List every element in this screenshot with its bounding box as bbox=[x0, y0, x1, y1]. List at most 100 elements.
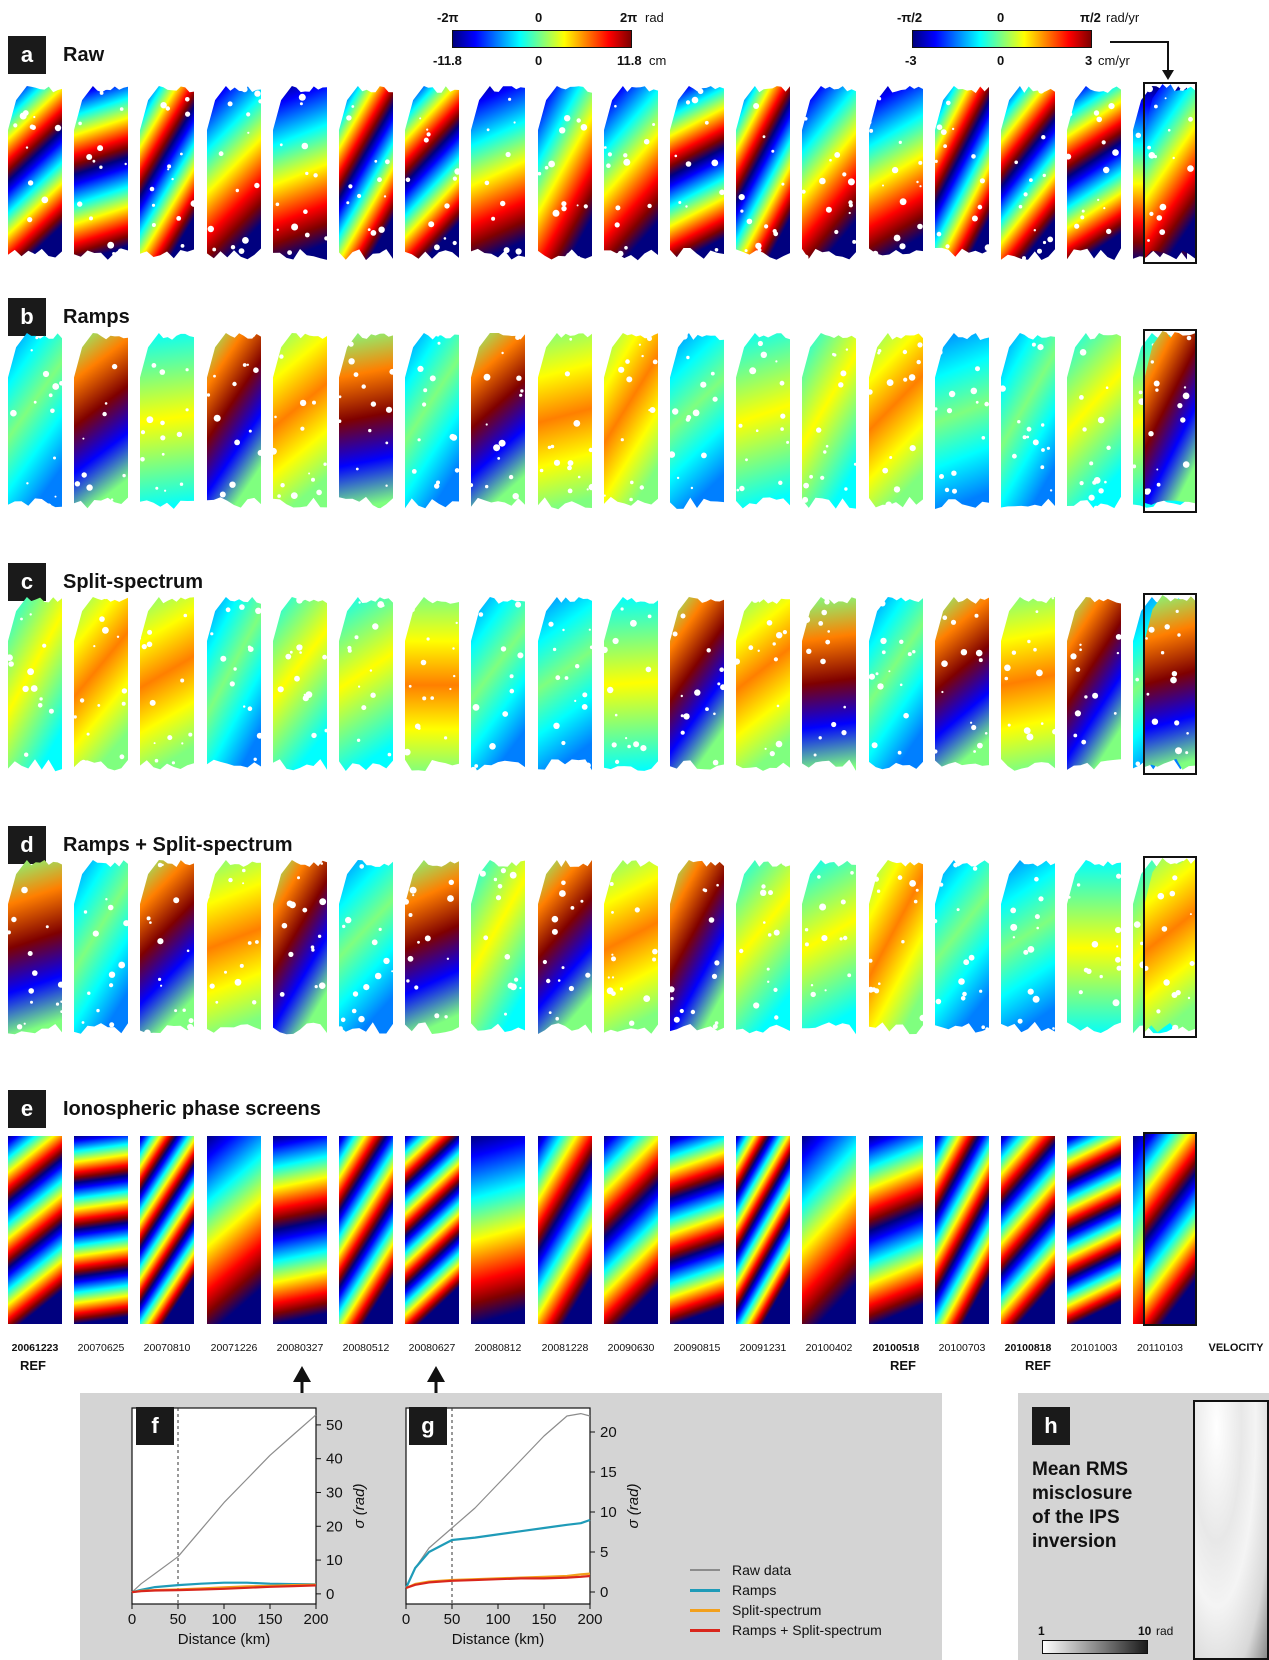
interferogram-e-9 bbox=[538, 1136, 592, 1329]
interferogram-d-4 bbox=[204, 860, 261, 1041]
interferogram-c-16 bbox=[1001, 597, 1058, 778]
interferogram-c-3 bbox=[138, 597, 194, 778]
phase-colorbar-gradient bbox=[452, 30, 632, 48]
y-axis-label: σ (rad) bbox=[351, 1484, 368, 1529]
interferogram-e-1 bbox=[8, 1136, 62, 1329]
series-line-4 bbox=[131, 1584, 317, 1594]
panel-c-title: Split-spectrum bbox=[63, 571, 204, 593]
h-scale-unit: rad bbox=[1156, 1624, 1174, 1638]
interferogram-b-16 bbox=[999, 333, 1055, 516]
phase-cbar-top-left: -2π bbox=[437, 10, 459, 25]
interferogram-d-2 bbox=[74, 859, 130, 1041]
interferogram-e-8 bbox=[471, 1136, 525, 1329]
interferogram-c-13 bbox=[802, 597, 856, 778]
date-label-15: 20100703 bbox=[938, 1342, 986, 1354]
date-label-17: 20101003 bbox=[1070, 1342, 1118, 1354]
interferogram-b-10 bbox=[603, 333, 658, 516]
phase-cbar-top-mid: 0 bbox=[535, 10, 543, 25]
interferogram-d-3 bbox=[140, 860, 194, 1041]
date-label-11: 20090815 bbox=[673, 1342, 721, 1354]
date-label-6: 20080512 bbox=[342, 1342, 390, 1354]
date-label-7: 20080627 bbox=[408, 1342, 456, 1354]
date-label-8: 20080812 bbox=[474, 1342, 522, 1354]
interferogram-d-6 bbox=[338, 860, 394, 1041]
phase-cbar-bottom-right: 11.8 bbox=[617, 53, 642, 68]
series-line-1 bbox=[405, 1413, 591, 1589]
phase-cbar-bottom-mid: 0 bbox=[535, 53, 543, 68]
interferogram-d-8 bbox=[471, 860, 525, 1041]
velocity-map-row-b bbox=[1143, 329, 1197, 513]
interferogram-a-3 bbox=[140, 86, 198, 267]
interferogram-d-5 bbox=[273, 860, 327, 1041]
interferogram-d-15 bbox=[933, 860, 990, 1041]
interferogram-b-6 bbox=[337, 333, 396, 516]
interferogram-c-17 bbox=[1067, 597, 1122, 778]
x-tick-label: 0 bbox=[402, 1611, 410, 1628]
interferogram-a-16 bbox=[1000, 86, 1055, 267]
panel-h-title-line-4: inversion bbox=[1032, 1531, 1117, 1552]
panel-a-badge: a bbox=[8, 36, 46, 74]
interferogram-b-2 bbox=[71, 331, 128, 516]
h-scale-bar bbox=[1042, 1640, 1148, 1654]
date-label-4: 20071226 bbox=[210, 1342, 258, 1354]
interferogram-e-11 bbox=[670, 1136, 724, 1329]
interferogram-c-10 bbox=[601, 597, 658, 778]
interferogram-d-14 bbox=[867, 856, 926, 1041]
interferogram-e-10 bbox=[604, 1136, 658, 1329]
vel-cbar-top-left: -π/2 bbox=[897, 10, 923, 25]
interferogram-a-17 bbox=[1065, 86, 1121, 267]
plot-area bbox=[405, 1407, 591, 1605]
interferogram-a-6 bbox=[339, 86, 393, 267]
interferogram-b-13 bbox=[802, 333, 857, 516]
y-tick-label: 0 bbox=[326, 1586, 334, 1603]
y-tick-label: 30 bbox=[326, 1484, 343, 1501]
interferogram-b-8 bbox=[469, 333, 525, 516]
date-label-14: 20100518 bbox=[872, 1342, 920, 1354]
legend-swatch-ramps bbox=[690, 1588, 720, 1592]
velocity-arrow bbox=[1110, 41, 1174, 80]
legend-item-ramps: Ramps bbox=[690, 1580, 940, 1600]
interferogram-c-4 bbox=[207, 597, 263, 778]
interferogram-e-14 bbox=[869, 1136, 923, 1329]
interferogram-e-6 bbox=[339, 1136, 393, 1329]
interferogram-a-7 bbox=[405, 86, 461, 267]
interferogram-c-14 bbox=[868, 597, 923, 778]
interferogram-d-10 bbox=[604, 860, 658, 1041]
interferogram-b-1 bbox=[8, 333, 64, 516]
panel-h-title-line-1: Mean RMS bbox=[1032, 1459, 1129, 1480]
interferogram-e-4 bbox=[207, 1136, 261, 1329]
vel-cbar-bottom-right: 3 bbox=[1085, 53, 1093, 68]
interferogram-b-11 bbox=[668, 332, 724, 516]
x-tick-label: 50 bbox=[444, 1611, 461, 1628]
interferogram-e-2 bbox=[74, 1136, 128, 1329]
y-tick-label: 20 bbox=[600, 1424, 617, 1441]
panel-g-badge: g bbox=[409, 1407, 447, 1445]
phase-cbar-bottom-unit: cm bbox=[649, 53, 667, 68]
chart-legend: Raw data Ramps Split-spectrum Ramps + Sp… bbox=[690, 1560, 940, 1640]
x-tick-label: 200 bbox=[577, 1611, 602, 1628]
interferogram-b-4 bbox=[206, 333, 264, 516]
legend-label-raw: Raw data bbox=[732, 1562, 792, 1578]
interferogram-d-7 bbox=[403, 860, 459, 1041]
legend-label-ramps: Ramps bbox=[732, 1582, 777, 1598]
interferogram-c-7 bbox=[403, 597, 459, 778]
panel-e-badge: e bbox=[8, 1090, 46, 1128]
vel-cbar-top-unit: rad/yr bbox=[1106, 10, 1140, 25]
velocity-label: VELOCITY bbox=[1208, 1342, 1264, 1354]
series-line-4 bbox=[405, 1574, 591, 1590]
interferogram-c-15 bbox=[933, 597, 989, 778]
date-label-2: 20070625 bbox=[77, 1342, 125, 1354]
h-scale-max: 10 bbox=[1138, 1624, 1152, 1638]
interferogram-a-9 bbox=[537, 86, 592, 267]
velocity-colorbar-gradient bbox=[912, 30, 1092, 48]
phase-cbar-top-right: 2π bbox=[620, 10, 638, 25]
interferogram-b-3 bbox=[140, 333, 194, 516]
ref-label-3: REF bbox=[1025, 1358, 1051, 1373]
panel-h-badge: h bbox=[1032, 1407, 1070, 1445]
date-label-9: 20081228 bbox=[541, 1342, 589, 1354]
interferogram-a-15 bbox=[934, 86, 992, 267]
legend-item-split: Split-spectrum bbox=[690, 1600, 940, 1620]
interferogram-d-12 bbox=[736, 859, 790, 1041]
interferogram-a-4 bbox=[207, 86, 263, 267]
interferogram-a-12 bbox=[736, 86, 790, 267]
